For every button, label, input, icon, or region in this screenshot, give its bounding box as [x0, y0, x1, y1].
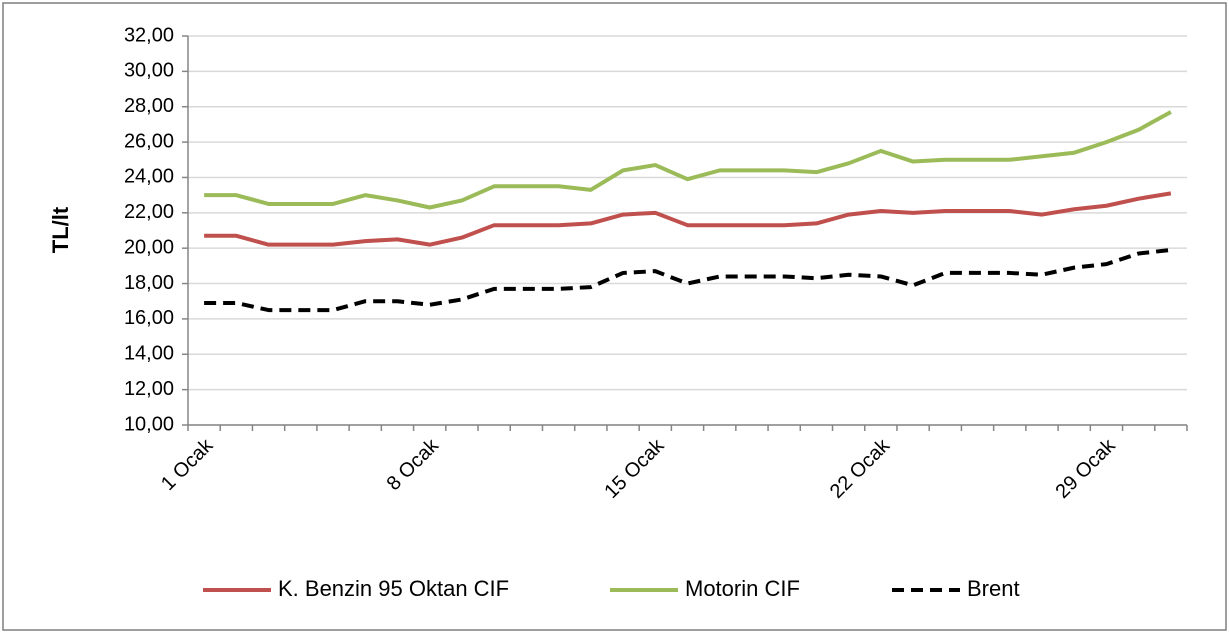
y-tick-label: 14,00	[124, 343, 174, 365]
legend-label: Brent	[967, 576, 1020, 601]
y-tick-label: 24,00	[124, 166, 174, 188]
series-line	[204, 191, 1172, 247]
y-tick-label: 32,00	[124, 24, 174, 46]
y-tick-label: 20,00	[124, 236, 174, 258]
y-tick-label: 16,00	[124, 307, 174, 329]
y-tick-label: 26,00	[124, 130, 174, 152]
series-line	[204, 110, 1172, 210]
y-tick-label: 28,00	[124, 95, 174, 117]
legend-label: Motorin CIF	[685, 576, 800, 601]
y-tick-label: 18,00	[124, 272, 174, 294]
legend-label: K. Benzin 95 Oktan CIF	[278, 576, 509, 601]
series-line	[204, 247, 1172, 313]
y-axis-title: TL/lt	[48, 206, 73, 253]
y-tick-label: 30,00	[124, 60, 174, 82]
y-tick-label: 12,00	[124, 378, 174, 400]
y-tick-label: 10,00	[124, 413, 174, 435]
y-tick-label: 22,00	[124, 201, 174, 223]
